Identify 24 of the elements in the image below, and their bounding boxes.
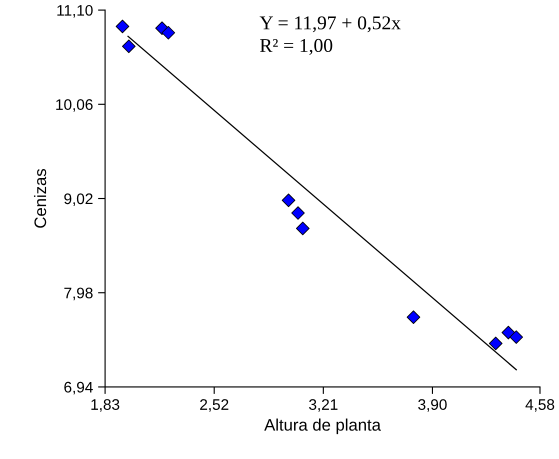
point [488,336,502,350]
y-tick-label: 11,10 [57,4,93,18]
annotation: R² = 1,00 [260,38,332,55]
y-tick-label: 7,98 [64,288,93,300]
point [282,194,296,208]
x-axis-title: Altura de planta [264,418,381,434]
y-tick-label: 6,94 [64,382,93,394]
point [296,222,310,236]
y-tick-label: 9,02 [64,193,93,206]
point [122,40,136,54]
point [162,26,176,40]
x-tick-label: 4,58 [525,399,554,412]
point [116,20,130,34]
y-tick-label: 10,06 [56,99,93,112]
point [291,206,305,220]
x-tick-label: 3,90 [418,399,447,412]
x-tick-label: 1,83 [91,399,120,412]
y-axis-title: Cenizas [34,169,46,228]
point [502,326,516,340]
point [509,330,524,344]
point [406,310,420,324]
x-tick-label: 3,21 [309,399,338,412]
x-tick-label: 2,52 [200,399,228,412]
annotation: Y = 11,97 + 0,52x [260,16,401,32]
